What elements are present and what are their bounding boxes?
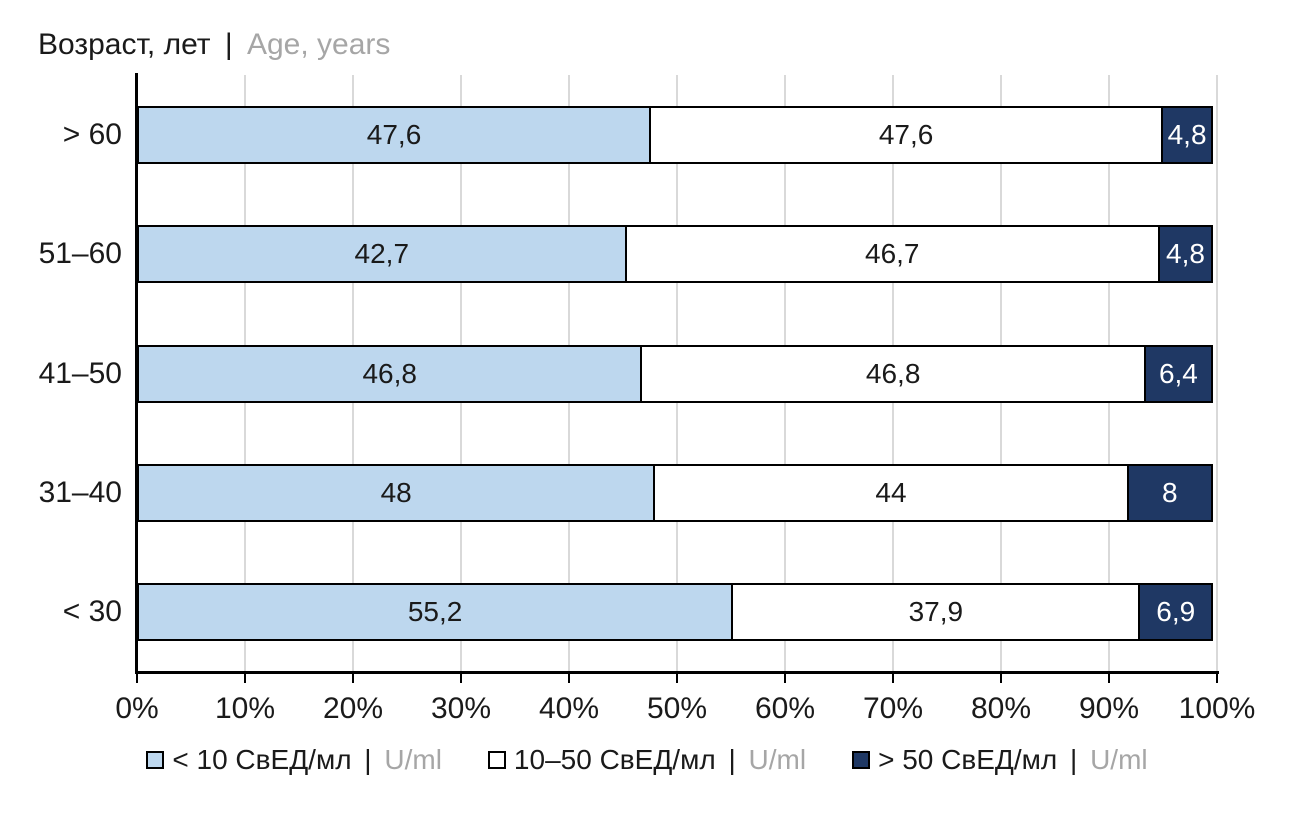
x-tick-label-30%: 30% — [430, 692, 492, 725]
legend-label-english: U/ml — [1090, 744, 1148, 775]
x-tick-mark-50% — [676, 674, 678, 683]
bar-segment-series3-row3: 8 — [1126, 463, 1213, 522]
bar-data-label: 44 — [875, 476, 907, 508]
bar-row-1: 42,7 46,7 4,8 — [137, 225, 1217, 284]
bar-segment-series1-row1: 42,7 — [137, 225, 627, 284]
legend-label-russian: < 10 СвЕД/мл — [172, 744, 352, 775]
legend-label-series3: > 50 СвЕД/мл | U/ml — [878, 744, 1148, 776]
chart-title: Возраст, лет | Age, years — [38, 28, 390, 62]
legend-item-series1: < 10 СвЕД/мл | U/ml — [146, 744, 442, 776]
legend-swatch-series1 — [146, 751, 165, 769]
bar-data-label: 4,8 — [1167, 118, 1207, 150]
bar-data-label: 47,6 — [878, 118, 934, 150]
bar-segment-series1-row2: 46,8 — [137, 344, 643, 403]
legend-item-series3: > 50 СвЕД/мл | U/ml — [852, 744, 1148, 776]
legend-label-russian: 10–50 СвЕД/мл — [513, 744, 716, 775]
bar-data-label: 47,6 — [366, 118, 422, 150]
bar-segment-series1-row3: 48 — [137, 463, 656, 522]
x-tick-mark-100% — [1216, 674, 1218, 683]
chart-title-separator: | — [216, 28, 241, 61]
bar-data-label: 6,4 — [1158, 357, 1198, 389]
bar-data-label: 6,9 — [1156, 596, 1196, 628]
bar-segment-series2-row3: 44 — [653, 463, 1129, 522]
bar-segment-series1-row0: 47,6 — [137, 105, 652, 164]
bar-segment-series2-row2: 46,8 — [640, 344, 1146, 403]
chart-title-english: Age, years — [246, 28, 391, 61]
legend: < 10 СвЕД/мл | U/ml 10–50 СвЕД/мл | U/ml >… — [0, 744, 1294, 776]
bar-data-label: 37,9 — [908, 596, 964, 628]
legend-label-russian: > 50 СвЕД/мл — [878, 744, 1058, 775]
legend-label-series2: 10–50 СвЕД/мл | U/ml — [514, 744, 806, 776]
x-tick-label-20%: 20% — [322, 692, 384, 725]
bar-segment-series1-row4: 55,2 — [137, 583, 734, 642]
x-tick-mark-40% — [568, 674, 570, 683]
x-tick-mark-80% — [1000, 674, 1002, 683]
category-label-3: 31–40 — [38, 475, 122, 509]
bar-segment-series3-row2: 6,4 — [1143, 344, 1213, 403]
bar-data-label: 48 — [380, 476, 412, 508]
legend-swatch-series3 — [852, 751, 871, 769]
x-tick-label-60%: 60% — [754, 692, 816, 725]
category-label-1: 51–60 — [38, 237, 122, 271]
category-label-0: > 60 — [62, 117, 122, 151]
x-tick-label-10%: 10% — [214, 692, 276, 725]
x-tick-mark-60% — [784, 674, 786, 683]
legend-label-separator: | — [356, 744, 380, 775]
x-tick-label-50%: 50% — [646, 692, 708, 725]
bar-segment-series3-row1: 4,8 — [1157, 225, 1213, 284]
x-tick-label-90%: 90% — [1078, 692, 1140, 725]
category-label-4: < 30 — [62, 595, 122, 629]
bar-data-label: 42,7 — [354, 238, 410, 270]
bar-segment-series2-row0: 47,6 — [649, 105, 1164, 164]
gridline-100pct — [1216, 75, 1218, 672]
x-tick-mark-10% — [244, 674, 246, 683]
legend-label-english: U/ml — [748, 744, 807, 775]
bar-data-label: 8 — [1161, 476, 1178, 508]
x-tick-mark-20% — [352, 674, 354, 683]
x-tick-label-70%: 70% — [862, 692, 924, 725]
category-label-2: 41–50 — [38, 356, 122, 390]
legend-label-separator: | — [720, 744, 744, 775]
legend-label-english: U/ml — [384, 744, 442, 775]
bar-data-label: 46,8 — [362, 357, 417, 389]
x-tick-label-100%: 100% — [1178, 692, 1256, 725]
x-tick-label-80%: 80% — [970, 692, 1032, 725]
x-tick-mark-90% — [1108, 674, 1110, 683]
x-tick-label-0%: 0% — [115, 692, 159, 725]
y-axis-line — [135, 73, 138, 674]
legend-item-series2: 10–50 СвЕД/мл | U/ml — [487, 744, 806, 776]
bar-data-label: 55,2 — [407, 596, 463, 628]
bar-row-3: 48 44 8 — [137, 463, 1217, 522]
legend-swatch-series2 — [487, 751, 506, 769]
x-tick-mark-0% — [136, 674, 138, 683]
legend-label-series1: < 10 СвЕД/мл | U/ml — [172, 744, 442, 776]
x-tick-label-40%: 40% — [538, 692, 600, 725]
x-tick-mark-70% — [892, 674, 894, 683]
bar-segment-series2-row4: 37,9 — [731, 583, 1141, 642]
x-axis-line — [135, 671, 1219, 674]
bar-data-label: 46,7 — [865, 238, 920, 270]
bar-segment-series2-row1: 46,7 — [624, 225, 1160, 284]
bar-row-4: 55,2 37,9 6,9 — [137, 583, 1217, 642]
x-tick-mark-30% — [460, 674, 462, 683]
bar-row-0: 47,6 47,6 4,8 — [137, 105, 1217, 164]
bar-segment-series3-row0: 4,8 — [1161, 105, 1213, 164]
bar-row-2: 46,8 46,8 6,4 — [137, 344, 1217, 403]
bar-segment-series3-row4: 6,9 — [1138, 583, 1213, 642]
legend-label-separator: | — [1062, 744, 1086, 775]
plot-area: 47,6 47,6 4,8 42,7 46,7 4,8 46,8 46,8 6,4 48 44 8 55… — [137, 75, 1218, 672]
bar-data-label: 4,8 — [1166, 238, 1205, 270]
chart-title-russian: Возраст, лет — [38, 28, 211, 61]
bar-data-label: 46,8 — [865, 357, 921, 389]
